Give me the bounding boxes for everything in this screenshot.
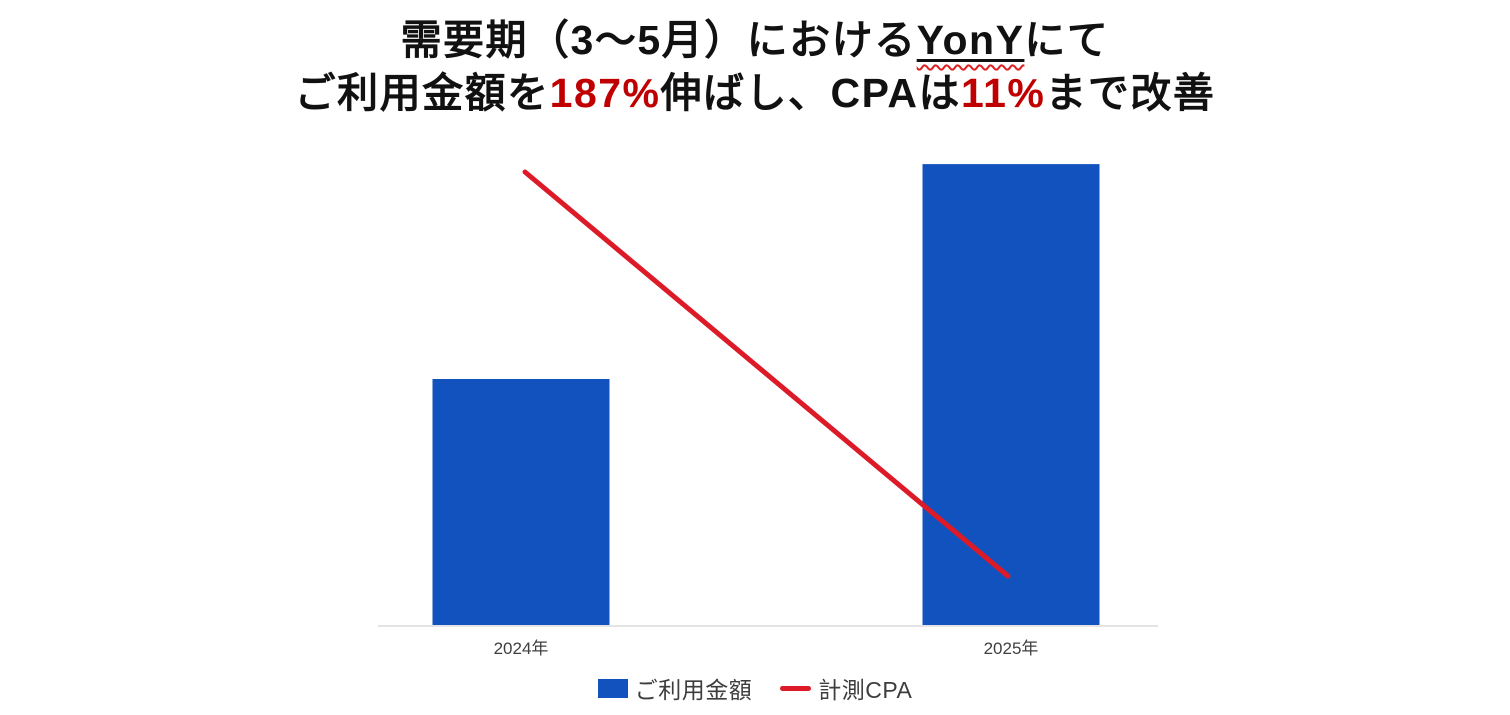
chart-legend: ご利用金額 計測CPA [0,671,1510,705]
cpa-line [522,169,1011,579]
x-tick-2024年: 2024年 [494,639,549,658]
legend-line-swatch-icon [780,685,812,691]
legend-item-cpa: 計測CPA [780,671,912,705]
title-line1-prefix: 需要期（3～5月）における [400,17,917,63]
legend-bar-swatch-icon [597,678,628,698]
title-line1-suffix: にて [1024,17,1110,63]
bar-2025年 [922,164,1100,627]
legend-label: 計測CPA [818,677,913,703]
title-line2-part1: ご利用金額を [294,70,550,116]
bar-2024年 [432,379,610,626]
x-tick-2025年: 2025年 [984,639,1039,658]
cpa-percentage: 11% [961,70,1046,116]
legend-label: ご利用金額 [634,677,753,703]
yony-text: YonY [916,17,1025,63]
growth-percentage: 187% [549,70,661,116]
title-line2-part2: 伸ばし、CPAは [660,70,962,116]
yony-highlight: YonY [917,17,1025,63]
title-line-1: 需要期（3～5月）におけるYonYにて [0,14,1510,67]
title-line2-part3: まで改善 [1045,70,1216,116]
x-axis-line [378,625,1158,627]
legend-item-amount: ご利用金額 [597,671,753,705]
title-line-2: ご利用金額を187%伸ばし、CPAは11%まで改善 [0,67,1510,120]
slide-title: 需要期（3～5月）におけるYonYにて ご利用金額を187%伸ばし、CPAは11… [0,14,1510,120]
